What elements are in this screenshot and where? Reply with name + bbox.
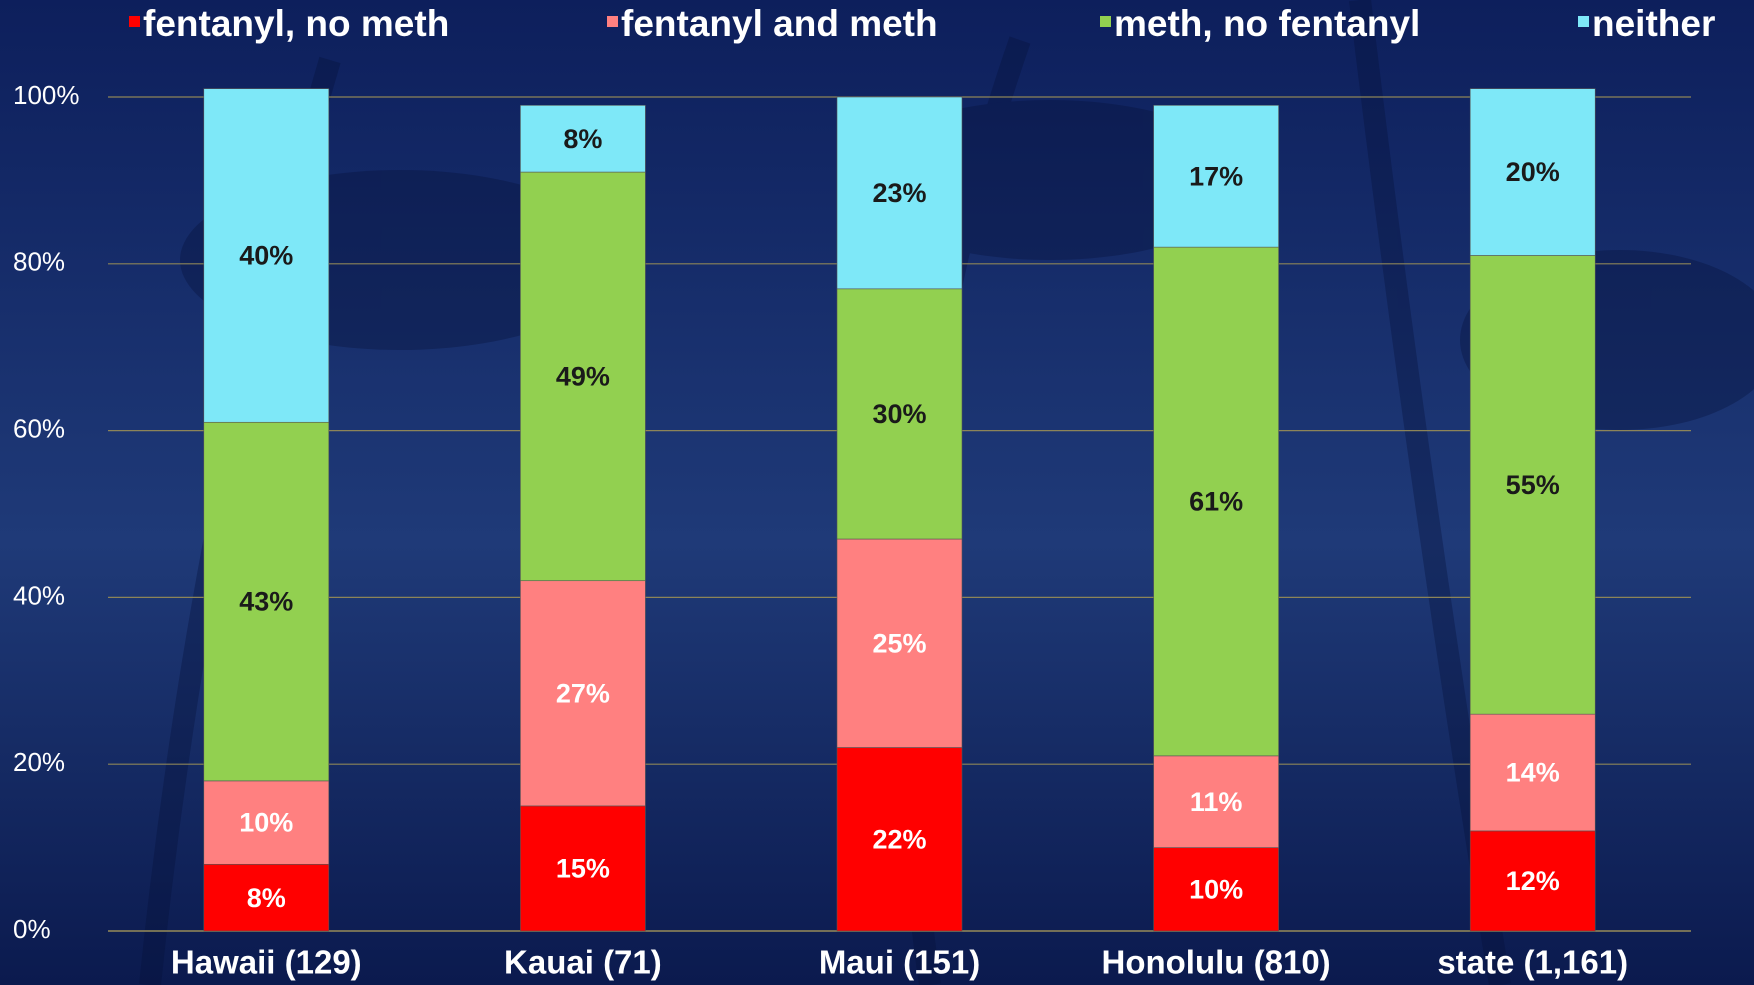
data-label: 10%: [239, 808, 293, 838]
legend-swatch: [1578, 16, 1589, 27]
data-label: 43%: [239, 587, 293, 617]
legend-label: fentanyl and meth: [621, 3, 938, 44]
legend-label: fentanyl, no meth: [143, 3, 449, 44]
y-tick-label: 60%: [13, 413, 65, 443]
data-label: 8%: [247, 883, 286, 913]
data-label: 61%: [1189, 487, 1243, 517]
x-tick-label: Hawaii (129): [171, 944, 362, 981]
data-label: 55%: [1506, 470, 1560, 500]
data-label: 40%: [239, 241, 293, 271]
data-label: 14%: [1506, 758, 1560, 788]
x-tick-label: Maui (151): [819, 944, 980, 981]
page: 0% 20% 40% 60% 80% 100% fentanyl, no meth fenta…: [0, 0, 1754, 985]
chart: 0% 20% 40% 60% 80% 100% fentanyl, no meth fenta…: [0, 0, 1754, 985]
x-tick-label: Honolulu (810): [1102, 944, 1331, 981]
y-tick-label: 20%: [13, 747, 65, 777]
legend-label: meth, no fentanyl: [1114, 3, 1420, 44]
legend-label: neither: [1592, 3, 1715, 44]
legend-swatch: [129, 16, 140, 27]
x-tick-label: state (1,161): [1437, 944, 1628, 981]
data-label: 8%: [563, 124, 602, 154]
y-tick-label: 80%: [13, 247, 65, 277]
data-label: 49%: [556, 362, 610, 392]
x-tick-label: Kauai (71): [504, 944, 662, 981]
data-label: 12%: [1506, 866, 1560, 896]
data-label: 11%: [1190, 787, 1243, 817]
legend-swatch: [607, 16, 618, 27]
data-label: 23%: [872, 178, 926, 208]
data-label: 17%: [1189, 161, 1243, 191]
data-label: 30%: [872, 399, 926, 429]
y-tick-label: 100%: [13, 80, 80, 110]
data-label: 25%: [872, 628, 926, 658]
data-label: 20%: [1506, 157, 1560, 187]
data-label: 15%: [556, 854, 610, 884]
data-label: 27%: [556, 678, 610, 708]
data-label: 22%: [872, 824, 926, 854]
legend-swatch: [1100, 16, 1111, 27]
y-tick-label: 0%: [13, 914, 51, 944]
y-tick-label: 40%: [13, 580, 65, 610]
data-label: 10%: [1189, 874, 1243, 904]
